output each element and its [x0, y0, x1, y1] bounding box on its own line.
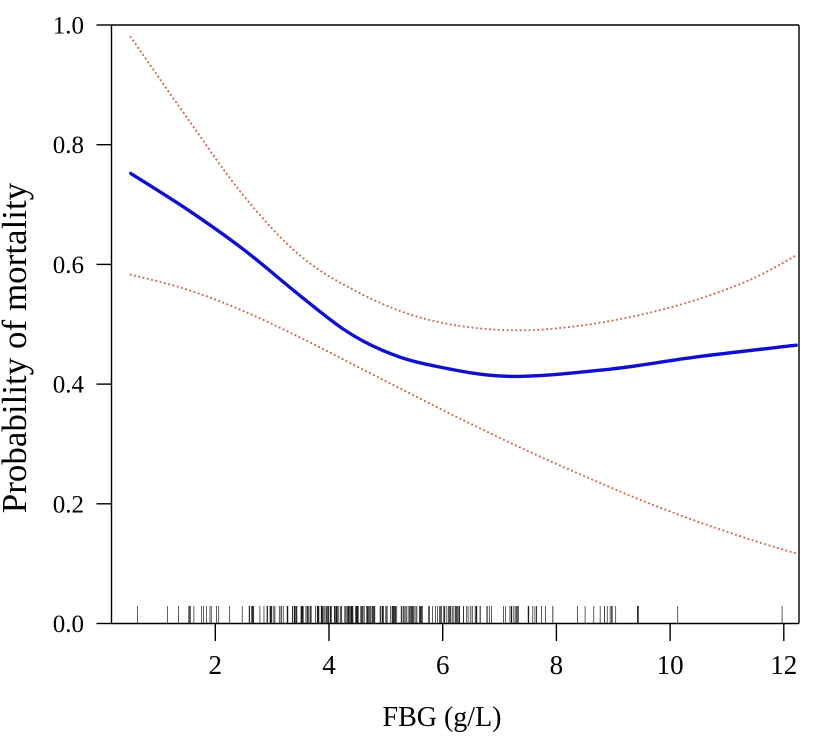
svg-text:8: 8: [550, 650, 564, 680]
svg-text:0.0: 0.0: [53, 611, 84, 638]
svg-text:0.6: 0.6: [53, 252, 84, 279]
svg-text:0.4: 0.4: [53, 372, 85, 399]
svg-text:2: 2: [209, 650, 223, 680]
svg-text:10: 10: [657, 650, 684, 680]
svg-text:FBG (g/L): FBG (g/L): [383, 702, 502, 733]
svg-text:6: 6: [436, 650, 450, 680]
svg-text:0.8: 0.8: [53, 132, 84, 159]
svg-text:0.2: 0.2: [53, 491, 84, 518]
svg-text:4: 4: [322, 650, 336, 680]
svg-text:12: 12: [770, 650, 797, 680]
svg-text:Probability of mortality: Probability of mortality: [0, 182, 34, 513]
svg-text:1.0: 1.0: [53, 13, 84, 40]
